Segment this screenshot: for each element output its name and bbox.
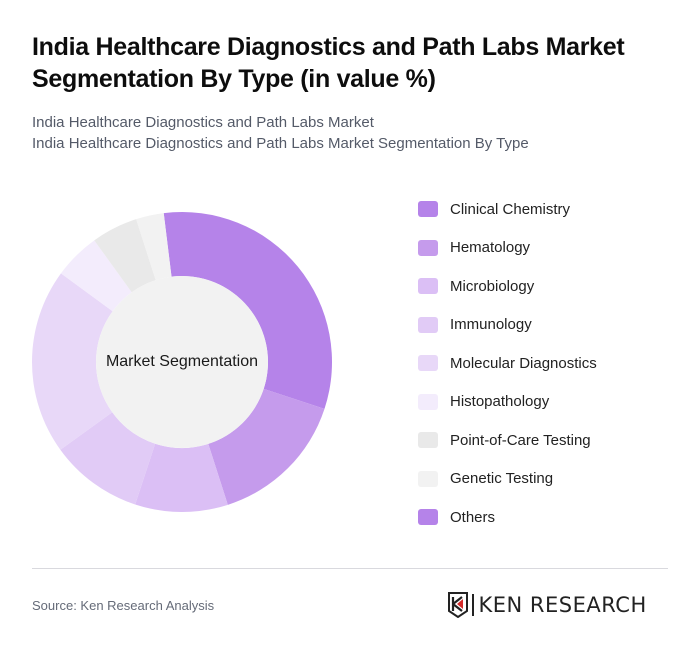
donut-segment-point-of-care-testing[interactable]	[94, 219, 156, 293]
donut-svg	[32, 212, 332, 512]
logo-text: KEN RESEARCH	[478, 593, 647, 617]
legend-label: Point-of-Care Testing	[450, 431, 591, 449]
legend-label: Hematology	[450, 239, 531, 256]
legend-item[interactable]: Immunology	[418, 315, 597, 335]
legend-swatch	[418, 509, 438, 525]
legend-label: Immunology	[450, 316, 532, 333]
logo-separator	[472, 594, 474, 616]
legend-swatch	[418, 470, 438, 487]
legend-item[interactable]: Clinical Chemistry	[418, 199, 597, 219]
donut-segment-microbiology[interactable]	[135, 443, 228, 512]
donut-segment-genetic-testing[interactable]	[136, 213, 172, 281]
legend-label: Molecular Diagnostics	[450, 354, 597, 372]
subtitle-line-2: India Healthcare Diagnostics and Path La…	[32, 135, 529, 152]
legend-label: Histopathology	[450, 393, 550, 410]
donut-segment-clinical-chemistry[interactable]	[163, 212, 332, 409]
legend-item[interactable]: Molecular Diagnostics	[418, 353, 597, 373]
chart-subtitle: India Healthcare Diagnostics and Path La…	[32, 112, 529, 154]
ken-research-logo-icon	[448, 592, 468, 618]
legend-swatch	[418, 239, 438, 256]
legend-swatch	[418, 278, 438, 294]
legend-label: Clinical Chemistry	[450, 200, 571, 218]
legend-swatch	[418, 201, 438, 217]
donut-hole	[96, 276, 268, 448]
legend-swatch	[418, 432, 438, 448]
legend-item[interactable]: Hematology	[418, 238, 597, 258]
legend-swatch	[418, 355, 438, 371]
source-note: Source: Ken Research Analysis	[32, 598, 215, 613]
donut-segment-molecular-diagnostics[interactable]	[32, 273, 113, 450]
donut-segment-immunology[interactable]	[60, 412, 156, 505]
donut-chart: Market Segmentation	[32, 212, 332, 512]
chart-title: India Healthcare Diagnostics and Path La…	[32, 33, 625, 93]
legend-item[interactable]: Microbiology	[418, 276, 597, 296]
subtitle-line-1: India Healthcare Diagnostics and Path La…	[32, 114, 374, 131]
legend-label: Others	[450, 508, 496, 526]
chart-legend: Clinical Chemistry Hematology Microbiology…	[418, 199, 597, 546]
ken-research-logo: KEN RESEARCH	[448, 592, 647, 618]
donut-segment-histopathology[interactable]	[60, 240, 132, 312]
legend-item[interactable]: Genetic Testing	[418, 469, 597, 489]
legend-swatch	[418, 393, 438, 410]
legend-swatch	[418, 316, 438, 333]
legend-label: Microbiology	[450, 277, 535, 295]
legend-label: Genetic Testing	[450, 470, 554, 487]
legend-item[interactable]: Point-of-Care Testing	[418, 430, 597, 450]
legend-item[interactable]: Others	[418, 507, 597, 527]
footer-divider	[32, 568, 668, 569]
legend-item[interactable]: Histopathology	[418, 392, 597, 412]
donut-segment-hematology[interactable]	[208, 388, 325, 505]
